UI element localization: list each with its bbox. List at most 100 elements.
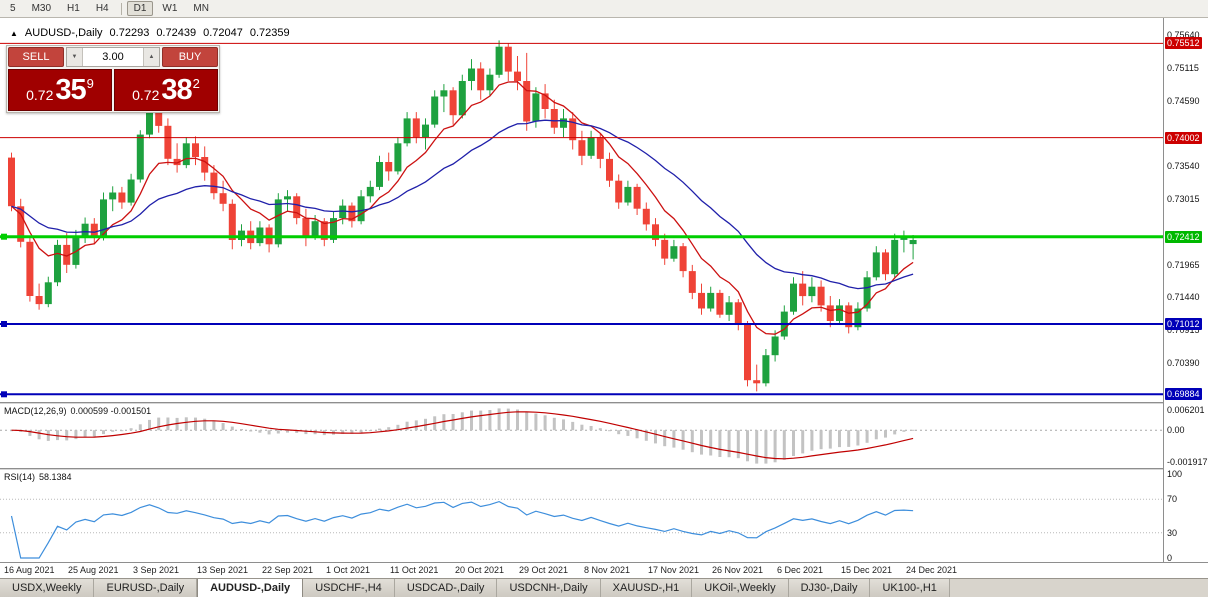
price-line-label: 0.74002 xyxy=(1165,132,1202,144)
chart-tab-usdx-weekly[interactable]: USDX,Weekly xyxy=(0,579,95,597)
timeframe-toolbar: 5 M30 H1 H4 D1 W1 MN xyxy=(0,0,1208,18)
timeframe-button-w1[interactable]: W1 xyxy=(162,3,178,14)
pane-separator[interactable] xyxy=(0,468,1208,470)
buy-button[interactable]: BUY xyxy=(162,47,218,67)
timeframe-button-m30[interactable]: M30 xyxy=(31,3,52,14)
rsi-panel[interactable]: RSI(14) 58.1384 xyxy=(0,470,1163,562)
one-click-trading-widget: SELL ▼ 3.00 ▲ BUY 0.72 35 9 0.72 38 2 xyxy=(6,45,220,113)
volume-increase-button[interactable]: ▲ xyxy=(143,48,159,66)
timeframe-button-5[interactable]: 5 xyxy=(10,3,16,14)
price-tick: 0.75115 xyxy=(1167,63,1199,73)
chart-tab-uk100-h1[interactable]: UK100-,H1 xyxy=(870,579,950,597)
chart-tab-usdcad-daily[interactable]: USDCAD-,Daily xyxy=(394,579,498,597)
buy-price-main: 0.72 xyxy=(132,87,160,103)
sell-price-main: 0.72 xyxy=(26,87,54,103)
buy-price-big: 38 xyxy=(161,73,192,106)
line-handle xyxy=(1,233,7,240)
chart-tab-ukoil-weekly[interactable]: UKOil-,Weekly xyxy=(692,579,789,597)
indicator-axis-label: -0.001917 xyxy=(1167,457,1208,467)
date-axis: 16 Aug 2021 25 Aug 2021 3 Sep 2021 13 Sep 2… xyxy=(0,562,1208,579)
volume-stepper: ▼ 3.00 ▲ xyxy=(66,47,160,67)
chart-tab-usdcnh-daily[interactable]: USDCNH-,Daily xyxy=(497,579,601,597)
price-tick: 0.75640 xyxy=(1167,30,1200,40)
buy-price-display[interactable]: 0.72 38 2 xyxy=(114,69,218,111)
line-handle xyxy=(1,391,7,398)
date-tick: 6 Dec 2021 xyxy=(777,565,824,575)
macd-name: MACD(12,26,9) xyxy=(4,406,67,416)
chart-title-text: AUDUSD-,Daily xyxy=(24,27,103,39)
chart-tab-eurusd-daily[interactable]: EURUSD-,Daily xyxy=(94,579,198,597)
price-tick: 0.70915 xyxy=(1167,325,1200,335)
chart-title: ▲ AUDUSD-,Daily 0.72293 0.72439 0.72047 … xyxy=(10,27,290,39)
date-tick: 29 Oct 2021 xyxy=(519,565,569,575)
ohlc-open: 0.72293 xyxy=(109,27,150,39)
buy-price-sup: 2 xyxy=(192,75,200,91)
sell-price-sup: 9 xyxy=(86,75,94,91)
volume-input[interactable]: 3.00 xyxy=(102,51,124,63)
volume-decrease-button[interactable]: ▼ xyxy=(67,48,83,66)
trade-prices-row: 0.72 35 9 0.72 38 2 xyxy=(8,69,218,111)
date-tick: 22 Sep 2021 xyxy=(262,565,314,575)
price-tick: 0.74590 xyxy=(1167,96,1200,106)
sell-price-display[interactable]: 0.72 35 9 xyxy=(8,69,112,111)
indicator-axis-label: 100 xyxy=(1167,469,1183,479)
toolbar-separator xyxy=(120,2,122,15)
price-line-label: 0.72412 xyxy=(1165,231,1202,243)
ohlc-close: 0.72359 xyxy=(249,27,290,39)
candlestick-canvas xyxy=(0,40,1163,398)
sell-price-big: 35 xyxy=(55,73,86,106)
macd-label: MACD(12,26,9) 0.000599 -0.001501 xyxy=(4,406,155,416)
date-tick: 20 Oct 2021 xyxy=(455,565,505,575)
timeframe-button-h1[interactable]: H1 xyxy=(67,3,80,14)
price-chart[interactable] xyxy=(0,18,1163,402)
chart-area: ▲ AUDUSD-,Daily 0.72293 0.72439 0.72047 … xyxy=(0,18,1208,579)
indicator-axis-label: 0 xyxy=(1167,553,1173,563)
chart-tab-audusd-daily[interactable]: AUDUSD-,Daily xyxy=(197,579,304,597)
chart-tab-dj30-daily[interactable]: DJ30-,Daily xyxy=(788,579,871,597)
line-handle xyxy=(1,321,7,327)
pane-separator[interactable] xyxy=(0,402,1208,404)
indicator-axis-label: 30 xyxy=(1167,528,1178,538)
date-tick: 13 Sep 2021 xyxy=(197,565,249,575)
macd-panel[interactable]: MACD(12,26,9) 0.000599 -0.001501 xyxy=(0,404,1163,468)
timeframe-button-d1[interactable]: D1 xyxy=(126,1,154,16)
timeframe-button-h4[interactable]: H4 xyxy=(95,3,109,14)
sell-button[interactable]: SELL xyxy=(8,47,64,67)
price-tick: 0.73540 xyxy=(1167,161,1200,171)
date-tick: 25 Aug 2021 xyxy=(68,565,119,575)
date-tick: 11 Oct 2021 xyxy=(390,565,439,575)
rsi-label: RSI(14) 58.1384 xyxy=(4,472,76,482)
date-tick: 24 Dec 2021 xyxy=(906,565,958,575)
date-tick: 26 Nov 2021 xyxy=(712,565,764,575)
timeframe-button-mn[interactable]: MN xyxy=(193,3,209,14)
date-tick: 3 Sep 2021 xyxy=(133,565,180,575)
date-tick: 1 Oct 2021 xyxy=(326,565,371,575)
price-line-label: 0.71012 xyxy=(1165,318,1202,330)
price-line-label: 0.69884 xyxy=(1165,388,1202,400)
indicator-axis-label: 0.006201 xyxy=(1167,405,1205,415)
macd-canvas xyxy=(0,408,1163,464)
ohlc-low: 0.72047 xyxy=(203,27,243,39)
ohlc-high: 0.72439 xyxy=(156,27,197,39)
rsi-name: RSI(14) xyxy=(4,472,36,482)
price-axis: 0.75640 0.75115 0.74590 0.73540 0.73015 0.719… xyxy=(1163,18,1208,563)
price-tick: 0.71965 xyxy=(1167,260,1200,270)
trade-controls-row: SELL ▼ 3.00 ▲ BUY xyxy=(8,47,218,67)
macd-values: 0.000599 -0.001501 xyxy=(70,406,152,416)
date-tick: 16 Aug 2021 xyxy=(4,565,55,575)
price-tick: 0.70390 xyxy=(1167,358,1200,368)
price-tick: 0.71440 xyxy=(1167,292,1200,302)
price-line-label: 0.75512 xyxy=(1165,37,1202,49)
date-tick: 15 Dec 2021 xyxy=(841,565,893,575)
chart-tabs-bar: USDX,Weekly EURUSD-,Daily AUDUSD-,Daily USD… xyxy=(0,578,1208,597)
rsi-canvas xyxy=(0,498,1163,559)
chart-tab-xauusd-h1[interactable]: XAUUSD-,H1 xyxy=(600,579,693,597)
date-tick: 8 Nov 2021 xyxy=(584,565,631,575)
date-tick: 17 Nov 2021 xyxy=(648,565,700,575)
indicator-axis-label: 0.00 xyxy=(1167,425,1185,435)
indicator-axis-label: 70 xyxy=(1167,494,1178,504)
symbol-arrow-icon: ▲ xyxy=(10,28,18,38)
price-tick: 0.73015 xyxy=(1167,194,1200,204)
chart-tab-usdchf-h4[interactable]: USDCHF-,H4 xyxy=(303,579,395,597)
